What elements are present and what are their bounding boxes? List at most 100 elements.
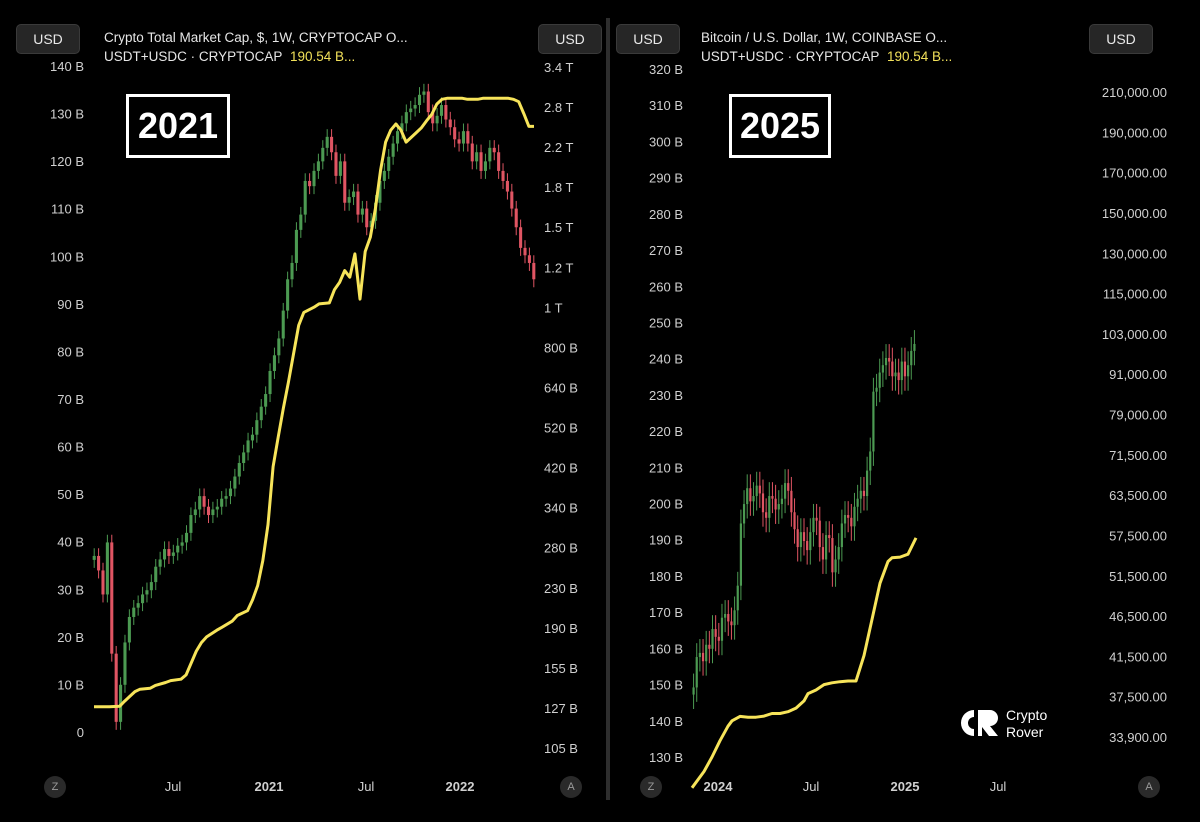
right-axis-tick-label: 155 B <box>544 661 578 676</box>
left-axis-tick-label: 90 B <box>57 297 84 312</box>
left-axis-tick-label: 100 B <box>50 249 84 264</box>
right-axis-tick-label: 640 B <box>544 380 578 395</box>
candle-body <box>824 535 828 560</box>
candle-body <box>360 208 364 215</box>
right-axis-tick-label: 280 B <box>544 541 578 556</box>
candle-body <box>736 585 739 611</box>
currency-button-right-axis[interactable]: USD <box>1089 24 1153 54</box>
left-axis-tick-label: 210 B <box>649 460 683 475</box>
candle-body <box>352 191 356 198</box>
candle-body <box>907 365 910 377</box>
candle-body <box>457 139 461 144</box>
candle-body <box>470 143 474 162</box>
candle-body <box>850 517 853 527</box>
candle-body <box>787 483 790 491</box>
x-axis-tick-label: Jul <box>165 779 182 794</box>
right-axis-tick-label: 190 B <box>544 621 578 636</box>
candle-body <box>900 361 903 381</box>
candle-body <box>755 485 758 497</box>
candle-body <box>765 512 768 518</box>
candle-body <box>884 357 888 366</box>
scale-toggle-button[interactable]: Z <box>44 776 66 798</box>
candle-body <box>812 517 815 533</box>
left-axis-tick-label: 260 B <box>649 279 683 294</box>
candle-body <box>783 483 787 499</box>
x-axis-tick-label: 2024 <box>704 779 734 794</box>
candle-body <box>184 532 189 543</box>
candle-body <box>255 420 259 435</box>
legend-overlay-value: 190.54 B... <box>886 49 953 64</box>
candle-body <box>162 549 167 560</box>
left-axis-tick-label: 0 <box>77 725 84 740</box>
right-axis-tick-label: 190,000.00 <box>1102 125 1167 140</box>
auto-scale-button[interactable]: A <box>560 776 582 798</box>
candle-body <box>347 197 351 203</box>
candle-body <box>714 629 717 637</box>
candle-body <box>910 350 913 366</box>
chart-legend: Crypto Total Market Cap, $, 1W, CRYPTOCA… <box>104 28 408 66</box>
candle-body <box>843 515 847 524</box>
candle-body <box>145 590 149 595</box>
candle-body <box>316 161 320 171</box>
auto-scale-button[interactable]: A <box>1138 776 1160 798</box>
left-axis-tick-label: 120 B <box>50 154 84 169</box>
candle-body <box>110 542 114 654</box>
left-axis-tick-label: 30 B <box>57 582 84 597</box>
candle-body <box>790 490 793 513</box>
candle-body <box>330 136 334 153</box>
legend-overlay-value: 190.54 B... <box>289 49 356 64</box>
candle-body <box>334 152 338 176</box>
right-axis-tick-label: 1.2 T <box>544 260 573 275</box>
left-axis-tick-label: 170 B <box>649 605 683 620</box>
candle-body <box>796 529 799 548</box>
candle-body <box>435 115 439 124</box>
candle-body <box>698 652 701 658</box>
candle-body <box>171 552 175 556</box>
candle-body <box>343 161 347 203</box>
candle-body <box>395 131 400 144</box>
candle-body <box>793 512 796 530</box>
candle-body <box>872 391 875 452</box>
right-axis-tick-label: 115,000.00 <box>1103 287 1167 302</box>
candle-body <box>519 227 523 248</box>
left-axis-tick-label: 270 B <box>649 243 683 258</box>
currency-button-left-axis[interactable]: USD <box>16 24 80 54</box>
candle-body <box>749 488 752 502</box>
candle-body <box>242 452 246 464</box>
legend-overlay-series: USDT+USDC · CRYPTOCAP 190.54 B... <box>701 47 952 66</box>
candle-body <box>799 532 802 548</box>
logo-line-1: Crypto <box>1006 707 1048 723</box>
legend-overlay-name: USDT+USDC · CRYPTOCAP <box>104 49 283 64</box>
stablecoin-line <box>690 537 918 789</box>
candle-body <box>308 180 312 187</box>
candle-body <box>215 506 219 510</box>
candle-body <box>453 127 457 140</box>
right-axis-tick-label: 3.4 T <box>544 60 573 75</box>
candle-body <box>233 476 237 489</box>
candle-body <box>768 496 771 518</box>
left-axis-tick-label: 250 B <box>649 315 683 330</box>
candle-body <box>475 152 479 162</box>
chart-canvas-left[interactable]: 0 10 B 20 B 30 B 40 B 50 B 60 B 70 B 80 B 90 B 100… <box>0 0 606 822</box>
currency-button-left-axis[interactable]: USD <box>616 24 680 54</box>
chart-canvas-right[interactable]: 130 B 140 B 150 B 160 B 170 B 180 B 190 B 200 B… <box>612 0 1200 822</box>
candle-body <box>733 610 736 626</box>
scale-toggle-button[interactable]: Z <box>640 776 662 798</box>
currency-button-right-axis[interactable]: USD <box>538 24 602 54</box>
candle-body <box>492 147 496 153</box>
right-axis-tick-label: 103,000.00 <box>1102 327 1167 342</box>
candle-body <box>752 496 755 502</box>
candle-body <box>859 490 862 499</box>
left-axis-tick-label: 240 B <box>649 352 683 367</box>
candle-body <box>821 547 825 560</box>
left-axis-tick-label: 140 B <box>649 714 683 729</box>
candle-body <box>202 496 206 507</box>
left-axis-tick-label: 60 B <box>57 440 84 455</box>
right-axis-tick-label: 51,500.00 <box>1109 569 1167 584</box>
candle-body <box>897 372 900 381</box>
left-axis-tick-label: 190 B <box>649 533 683 548</box>
candle-body <box>701 652 705 662</box>
logo-text: Crypto Rover <box>1006 707 1047 741</box>
right-axis-tick-label: 800 B <box>544 340 578 355</box>
legend-main-series: Bitcoin / U.S. Dollar, 1W, COINBASE O... <box>701 30 948 45</box>
